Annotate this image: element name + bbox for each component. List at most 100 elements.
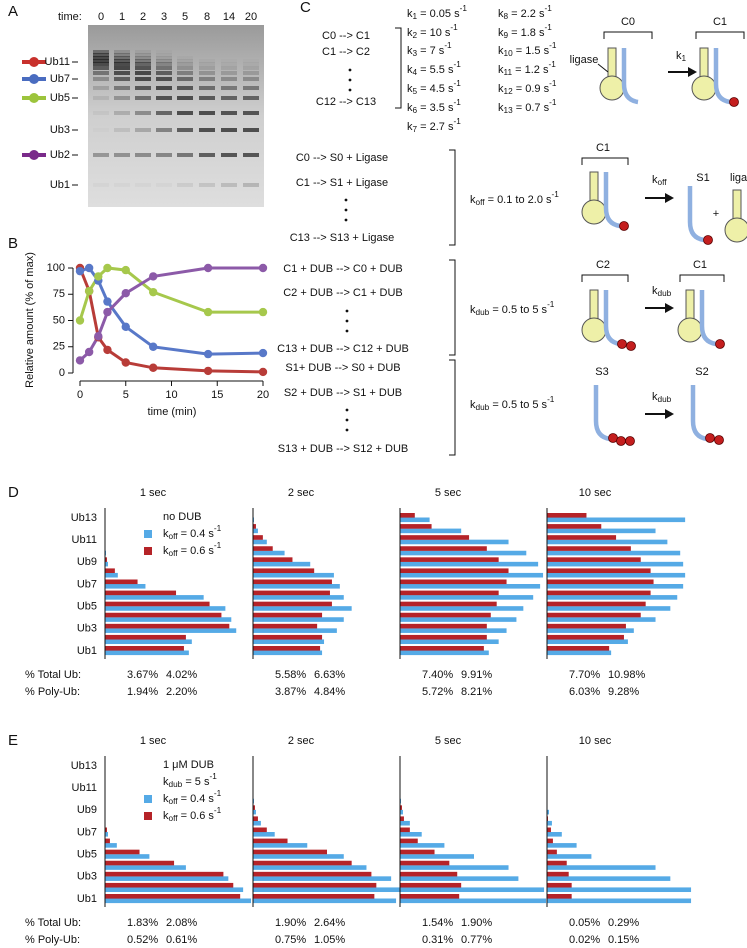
legend-title-part: no DUB xyxy=(163,511,202,523)
ellipsis-dot xyxy=(344,208,348,212)
gel-band xyxy=(177,59,193,63)
reaction: C13 --> S13 + Ligase xyxy=(290,232,395,244)
plus: + xyxy=(713,208,719,220)
bar xyxy=(547,854,592,859)
data-point xyxy=(84,286,94,296)
legend-label: koff = 0.6 s-1 xyxy=(163,541,222,558)
y-axis-label: Relative amount (% of max) xyxy=(24,252,36,388)
legend-label-part: -1 xyxy=(214,789,222,798)
data-point xyxy=(121,265,130,275)
data-point xyxy=(258,348,268,358)
bar xyxy=(547,650,612,656)
bar xyxy=(253,579,332,585)
rate-constant-part: -1 xyxy=(444,41,452,50)
lane-label: 14 xyxy=(223,11,235,23)
rate-constant: k13 = 0.7 s-1 xyxy=(498,98,557,115)
gel-band xyxy=(156,71,172,75)
category-label: Ub3 xyxy=(77,871,97,883)
stat-value: 0.31% xyxy=(422,934,453,946)
legend-title: 1 μM DUB xyxy=(163,759,214,771)
stat-value: 1.94% xyxy=(127,686,158,698)
gel-band xyxy=(93,59,109,63)
rate-constant: k5 = 4.5 s-1 xyxy=(407,79,461,96)
bar xyxy=(547,513,587,518)
stat-value: 1.05% xyxy=(314,934,345,946)
bar xyxy=(253,809,256,815)
x-tick-label: 5 xyxy=(123,389,129,401)
bar xyxy=(400,887,545,893)
gel-band xyxy=(156,59,172,63)
legend-label-part: off xyxy=(169,814,179,823)
gel-band xyxy=(221,77,237,81)
marker-dot xyxy=(29,93,39,103)
bar xyxy=(400,871,458,877)
rate-constant-part: 8 xyxy=(504,12,509,21)
arrow-label: koff xyxy=(652,174,667,187)
legend-title-part: -1 xyxy=(209,772,217,781)
bar xyxy=(547,546,631,551)
rate-constant: k2 = 10 s-1 xyxy=(407,23,458,40)
rate-constant-part: -1 xyxy=(544,4,552,13)
rate-constant: k3 = 7 s-1 xyxy=(407,41,452,58)
gel-band xyxy=(221,86,237,90)
bar xyxy=(105,561,108,567)
bar xyxy=(400,557,499,562)
rate-constant: kdub = 0.5 to 5 s-1 xyxy=(470,395,555,412)
gel-band xyxy=(93,183,109,187)
complex-bracket xyxy=(679,274,725,282)
legend-label-part: = 0.6 s xyxy=(178,545,215,557)
gel-band xyxy=(114,50,130,54)
rate-constant: koff = 0.1 to 2.0 s-1 xyxy=(470,190,559,207)
gel-band xyxy=(135,62,151,66)
rate-constant-part: k xyxy=(470,304,476,316)
data-point xyxy=(75,266,85,276)
gel-band xyxy=(177,62,193,66)
gel-band xyxy=(221,96,237,100)
stat-value: 3.87% xyxy=(275,686,306,698)
category-label: Ub9 xyxy=(77,556,97,568)
substrate xyxy=(621,48,639,105)
gel-band xyxy=(114,153,130,157)
ellipsis-dot xyxy=(345,418,349,422)
bar xyxy=(253,623,318,629)
bar xyxy=(547,871,569,877)
bar xyxy=(253,887,401,893)
gel-band xyxy=(114,128,130,132)
category-label: Ub3 xyxy=(77,623,97,635)
bar xyxy=(547,646,610,651)
stat-value: 8.21% xyxy=(461,686,492,698)
x-tick-label: 10 xyxy=(165,389,177,401)
lane-label: 8 xyxy=(204,11,210,23)
bar xyxy=(547,517,686,523)
rate-constant-part: -1 xyxy=(460,4,468,13)
rate-constant-part: -1 xyxy=(453,117,461,126)
gel-band xyxy=(135,59,151,63)
bar xyxy=(547,535,617,540)
rate-constant-part: = 5.5 s xyxy=(417,64,454,76)
bar xyxy=(547,528,656,534)
lane-label: 0 xyxy=(98,11,104,23)
bar xyxy=(105,568,115,574)
bar xyxy=(400,894,460,899)
gel-band xyxy=(93,66,109,70)
ligase-body xyxy=(691,75,717,101)
gel-band xyxy=(199,96,215,100)
gel-band xyxy=(221,71,237,75)
ligase-body xyxy=(581,317,607,343)
gel-band xyxy=(93,77,109,81)
bar xyxy=(253,572,334,578)
arrow-label-part: k xyxy=(676,50,682,62)
gel-band xyxy=(243,71,259,75)
gel-band xyxy=(93,128,109,132)
legend-title-part: k xyxy=(163,776,169,788)
bar xyxy=(547,617,656,622)
gel-band xyxy=(135,183,151,187)
rate-constant-part: = 1.8 s xyxy=(508,27,545,39)
gel-band xyxy=(135,53,151,57)
stat-value: 10.98% xyxy=(608,669,646,681)
gel-band xyxy=(199,59,215,63)
bar xyxy=(400,854,474,859)
gel-band xyxy=(177,128,193,132)
category-label: Ub13 xyxy=(71,512,97,524)
legend-label-part: k xyxy=(163,528,169,540)
